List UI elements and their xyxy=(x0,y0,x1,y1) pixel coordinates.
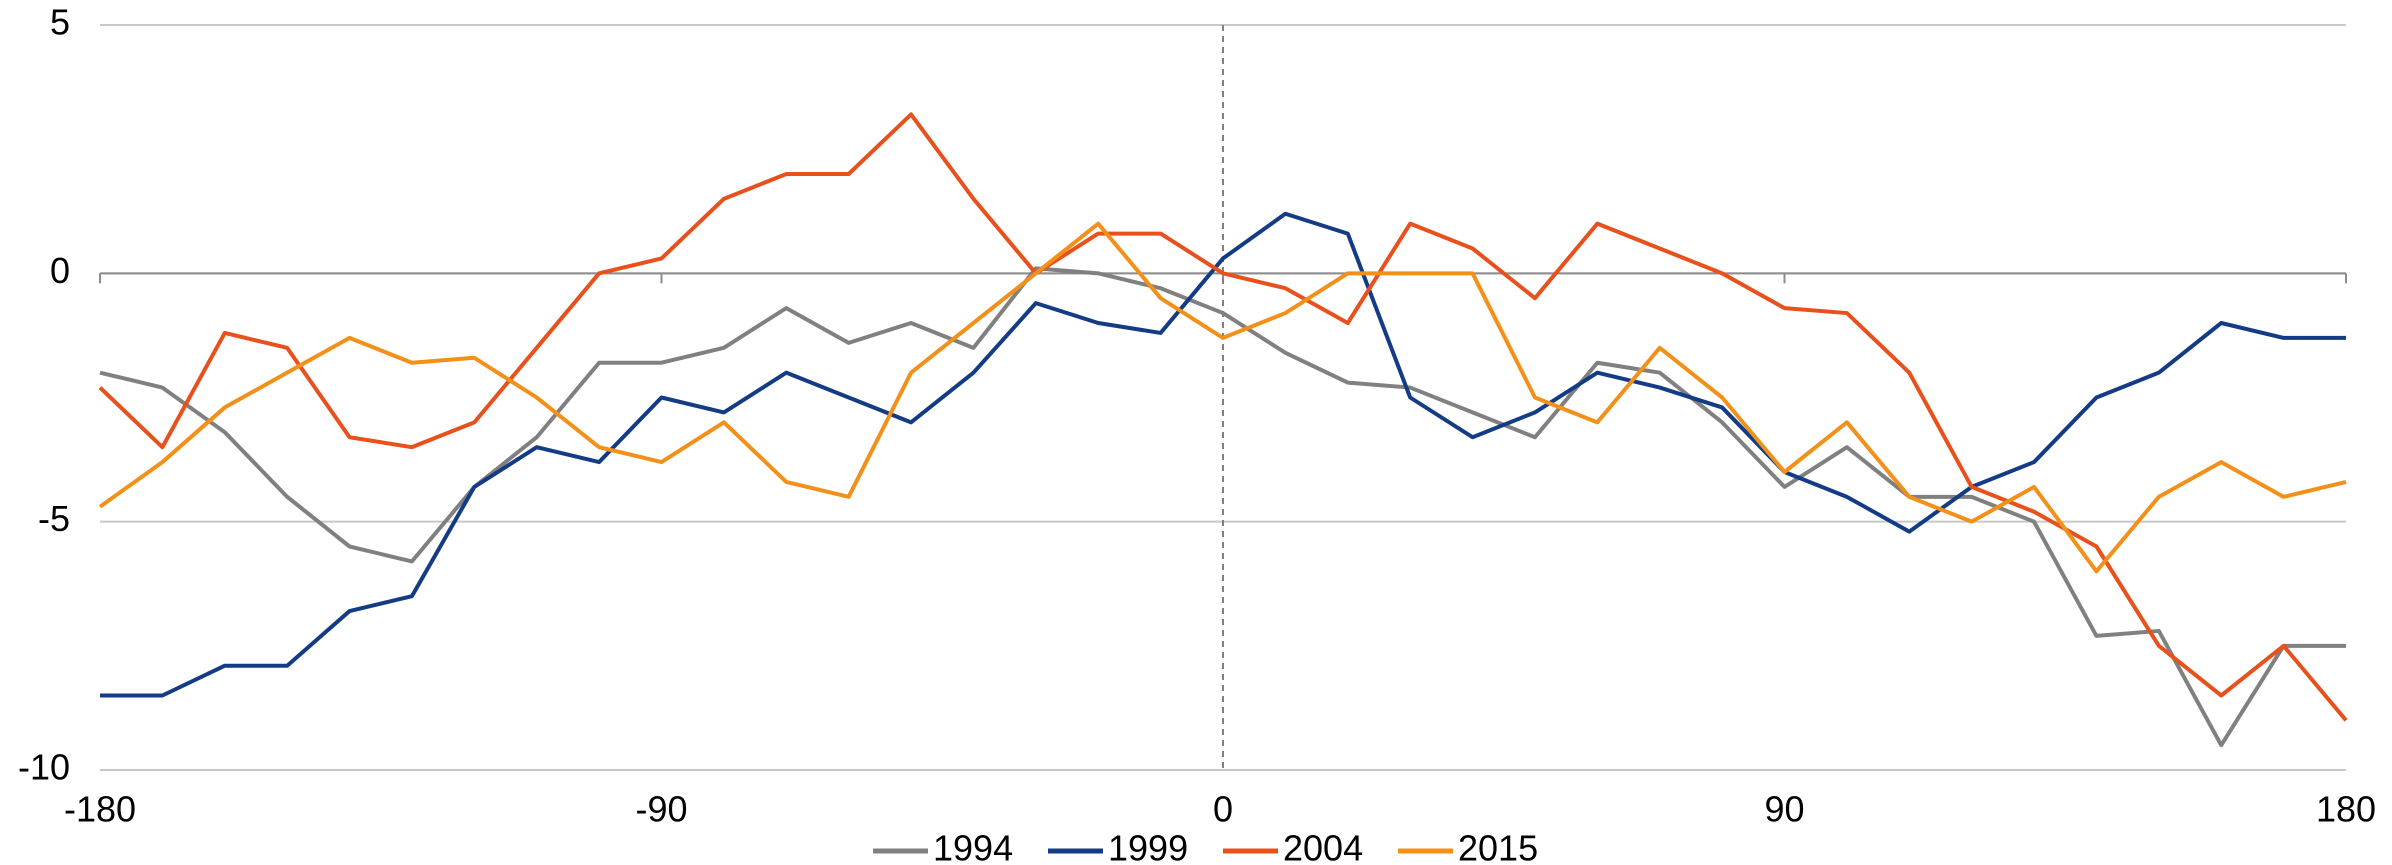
x-tick-label: -180 xyxy=(64,789,136,830)
series-line xyxy=(98,221,2347,574)
y-tick-label: -10 xyxy=(18,747,70,788)
x-tick-label: -90 xyxy=(635,789,687,830)
y-tick-label: 5 xyxy=(50,2,70,43)
legend-label: 1994 xyxy=(933,828,1013,865)
x-tick-label: 180 xyxy=(2316,789,2376,830)
legend-label: 1999 xyxy=(1108,828,1188,865)
x-tick-label: 0 xyxy=(1213,789,1233,830)
x-tick-label: 90 xyxy=(1764,789,1804,830)
legend-label: 2004 xyxy=(1283,828,1363,865)
y-tick-label: 0 xyxy=(50,250,70,291)
y-tick-label: -5 xyxy=(38,498,70,539)
legend-label: 2015 xyxy=(1458,828,1538,865)
series-line xyxy=(98,112,2348,722)
